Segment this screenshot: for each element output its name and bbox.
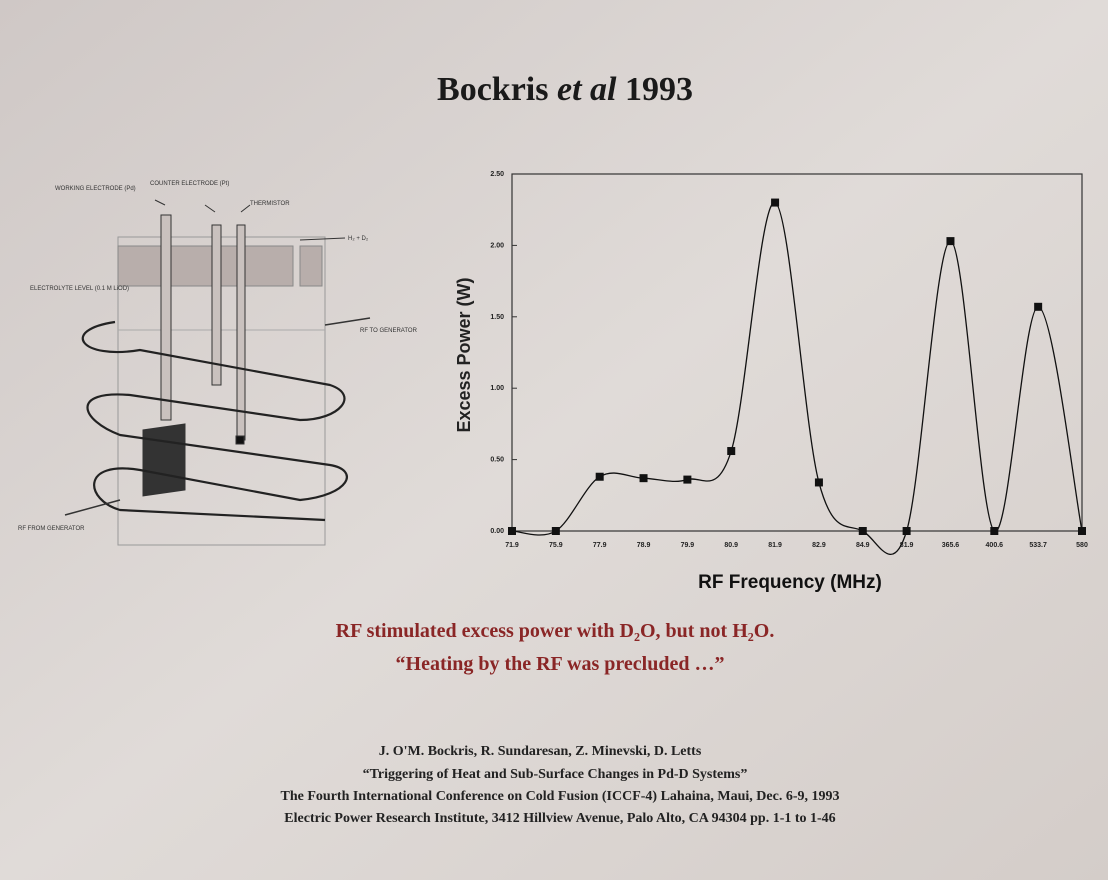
electrode bbox=[211, 224, 222, 386]
marker bbox=[639, 474, 648, 483]
title-name: Bockris bbox=[437, 71, 548, 108]
diagram-label: H₂ + D₂ bbox=[348, 236, 369, 242]
x-tick-label: 84.9 bbox=[856, 542, 870, 549]
diagram-label: WORKING ELECTRODE (Pd) bbox=[55, 186, 136, 192]
marker bbox=[683, 475, 692, 484]
y-tick-label: 1.00 bbox=[490, 385, 504, 392]
marker bbox=[902, 527, 911, 535]
title-year: 1993 bbox=[625, 71, 693, 108]
x-tick-label: 81.9 bbox=[900, 542, 914, 549]
x-tick-label: 77.9 bbox=[593, 542, 607, 549]
x-tick-label: 580 bbox=[1076, 542, 1088, 549]
coil bbox=[81, 320, 348, 522]
caption: RF stimulated excess power with D₂O, but… bbox=[336, 620, 775, 642]
marker bbox=[946, 237, 955, 246]
reference: The Fourth International Conference on C… bbox=[281, 789, 840, 804]
x-tick-label: 81.9 bbox=[768, 542, 782, 549]
cap bbox=[117, 245, 294, 287]
electrode bbox=[160, 214, 172, 421]
marker bbox=[595, 472, 604, 481]
leader-lines bbox=[154, 199, 346, 241]
x-axis-label: RF Frequency (MHz) bbox=[698, 572, 882, 593]
y-tick-label: 2.00 bbox=[490, 242, 504, 249]
y-tick-label: 0.50 bbox=[490, 457, 504, 464]
y-axis-label: Excess Power (W) bbox=[454, 277, 474, 432]
diagram-label: THERMISTOR bbox=[250, 201, 290, 207]
x-tick-label: 75.9 bbox=[549, 542, 563, 549]
marker bbox=[551, 527, 560, 535]
thermistor-tip bbox=[235, 435, 245, 445]
marker bbox=[1078, 527, 1086, 535]
diagram-label: COUNTER ELECTRODE (Pt) bbox=[150, 181, 229, 187]
mesh bbox=[142, 423, 186, 497]
marker bbox=[814, 478, 823, 487]
thermistor bbox=[236, 224, 246, 441]
chart: 0.00 0.50 1.00 1.50 2.00 2.50 71.9 75.9 77.9 78.9… bbox=[454, 171, 1088, 593]
diagram-label: RF FROM GENERATOR bbox=[18, 526, 85, 532]
y-tick-label: 0.00 bbox=[490, 528, 504, 535]
reference: “Triggering of Heat and Sub-Surface Chan… bbox=[363, 767, 748, 782]
diagram-label: RF TO GENERATOR bbox=[360, 328, 418, 334]
cap bbox=[299, 245, 323, 287]
diagram-label: ELECTROLYTE LEVEL (0.1 M LiOD) bbox=[30, 286, 129, 292]
marker bbox=[727, 447, 736, 456]
title-italic: et al bbox=[557, 71, 617, 108]
marker bbox=[508, 527, 516, 535]
x-tick-label: 533.7 bbox=[1029, 542, 1047, 549]
reference: J. O'M. Bockris, R. Sundaresan, Z. Minev… bbox=[379, 744, 702, 759]
marker bbox=[858, 527, 867, 535]
x-tick-label: 365.6 bbox=[942, 542, 960, 549]
slide-title: Bockris et al 1993 bbox=[437, 71, 693, 108]
leads bbox=[64, 317, 371, 516]
x-tick-label: 80.9 bbox=[724, 542, 738, 549]
marker bbox=[990, 527, 999, 535]
y-tick-label: 2.50 bbox=[490, 171, 504, 178]
y-tick-label: 1.50 bbox=[490, 314, 504, 321]
x-tick-label: 71.9 bbox=[505, 542, 519, 549]
x-tick-label: 82.9 bbox=[812, 542, 826, 549]
plot-frame bbox=[511, 173, 1083, 532]
marker bbox=[1034, 302, 1043, 311]
x-tick-label: 79.9 bbox=[681, 542, 695, 549]
x-tick-label: 400.6 bbox=[986, 542, 1004, 549]
caption: “Heating by the RF was precluded …” bbox=[396, 653, 725, 675]
marker bbox=[771, 198, 780, 207]
x-tick-label: 78.9 bbox=[637, 542, 651, 549]
cell-diagram bbox=[64, 199, 371, 546]
reference: Electric Power Research Institute, 3412 … bbox=[284, 811, 835, 826]
diagram-labels: WORKING ELECTRODE (Pd) COUNTER ELECTRODE… bbox=[18, 181, 418, 532]
